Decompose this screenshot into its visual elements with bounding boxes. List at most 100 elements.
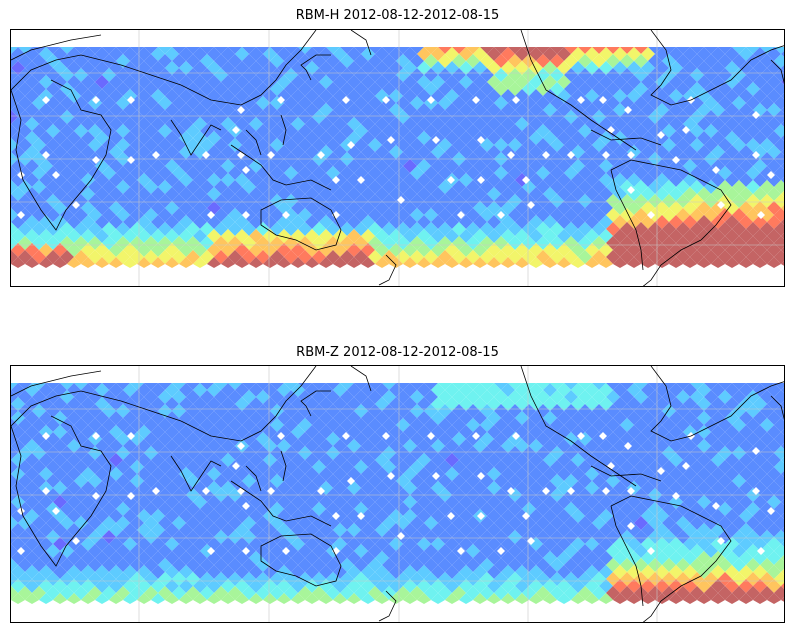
station-marker (397, 196, 405, 204)
data-cell (606, 47, 620, 54)
map-canvas-rbm-z (11, 366, 784, 622)
data-cell (179, 257, 193, 268)
station-marker (242, 166, 250, 174)
data-cell (11, 572, 18, 586)
data-cell (11, 446, 18, 460)
data-cell (11, 110, 18, 124)
data-cell (11, 257, 25, 268)
coastline (350, 30, 372, 56)
data-cell (445, 257, 459, 268)
station-marker (267, 151, 275, 159)
coastline (11, 370, 102, 397)
station-marker (477, 512, 485, 520)
station-marker (232, 462, 240, 470)
data-cell (774, 474, 784, 488)
station-marker (277, 432, 285, 440)
station-marker (52, 171, 60, 179)
data-cell (39, 593, 53, 604)
station-marker (477, 472, 485, 480)
station-marker (602, 487, 610, 495)
data-cell (368, 47, 382, 54)
data-cell (312, 383, 326, 390)
data-cell (781, 233, 784, 239)
data-cell (333, 593, 347, 604)
station-marker (357, 176, 365, 184)
station-marker (382, 432, 390, 440)
station-marker (647, 211, 655, 219)
coastline (650, 30, 784, 106)
data-cell (11, 96, 18, 110)
station-marker (682, 126, 690, 134)
station-marker (627, 186, 635, 194)
data-cell (221, 257, 235, 268)
data-cell (235, 257, 249, 268)
station-marker (512, 432, 520, 440)
data-cell (354, 383, 368, 390)
station-marker (752, 111, 760, 119)
coastline (230, 480, 332, 527)
coastline (11, 30, 317, 106)
data-cell (11, 138, 18, 152)
station-marker (527, 201, 535, 209)
data-cell (11, 593, 25, 604)
station-marker (427, 96, 435, 104)
station-marker (717, 201, 725, 209)
data-cell (774, 530, 784, 544)
data-cell (305, 593, 319, 604)
map-canvas-rbm-h (11, 30, 784, 286)
data-cell (123, 257, 137, 268)
data-cell (634, 47, 648, 54)
station-marker (717, 537, 725, 545)
station-marker (577, 432, 585, 440)
station-marker (17, 507, 25, 515)
data-cell (711, 593, 725, 604)
data-cell (445, 593, 459, 604)
data-cell (501, 593, 515, 604)
coastline (520, 30, 637, 151)
station-marker (52, 507, 60, 515)
data-cell (515, 257, 529, 268)
data-cell (711, 257, 725, 268)
station-marker (92, 96, 100, 104)
data-cell (60, 47, 74, 54)
station-markers (17, 432, 775, 555)
data-cell (697, 257, 711, 268)
data-cell (522, 383, 536, 390)
data-cell (634, 383, 648, 390)
data-cell (389, 593, 403, 604)
station-marker (512, 96, 520, 104)
map-panel-rbm-h[interactable] (10, 29, 785, 287)
data-cell (774, 222, 784, 236)
data-cell (11, 586, 18, 600)
station-marker (127, 432, 135, 440)
data-cell (382, 47, 396, 54)
data-cell (11, 180, 18, 194)
coastline (590, 129, 662, 146)
data-cell (781, 93, 784, 99)
data-cell (228, 47, 242, 54)
data-cell (606, 383, 620, 390)
data-cell (774, 250, 784, 264)
data-cell (123, 593, 137, 604)
data-cell (774, 502, 784, 516)
data-cell (536, 383, 550, 390)
data-cell (144, 47, 158, 54)
data-cell (459, 257, 473, 268)
data-cell (774, 110, 784, 124)
station-marker (602, 151, 610, 159)
coastline (11, 366, 317, 442)
data-cell (305, 257, 319, 268)
data-cell (641, 257, 655, 268)
data-cell (760, 47, 774, 54)
data-cell (522, 47, 536, 54)
data-cell (774, 432, 784, 446)
map-panel-rbm-z[interactable] (10, 365, 785, 623)
station-marker (342, 96, 350, 104)
data-cell (375, 257, 389, 268)
data-cell (256, 47, 270, 54)
coastline (230, 144, 332, 191)
data-cell (53, 257, 67, 268)
data-cell (46, 47, 60, 54)
data-cell (11, 502, 18, 516)
data-cell (690, 47, 704, 54)
